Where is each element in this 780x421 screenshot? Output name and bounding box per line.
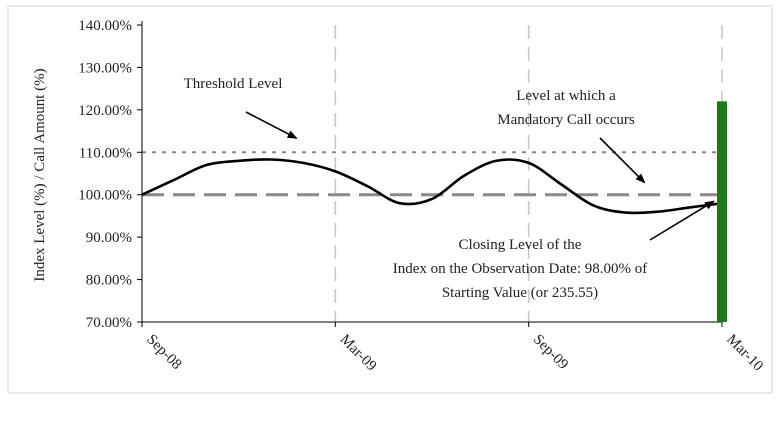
y-tick-label: 120.00% (78, 103, 132, 119)
annotation-text: Starting Value (or 235.55) (442, 285, 598, 301)
annotation-text: Level at which a (516, 88, 616, 104)
y-tick-label: 80.00% (86, 273, 132, 289)
bars-layer (717, 101, 727, 322)
reference-lines-layer (142, 151, 722, 197)
annotation-text: Threshold Level (184, 76, 283, 92)
index-level-series-line (141, 158, 723, 215)
y-tick-label: 100.00% (78, 188, 132, 204)
y-tick-label: 140.00% (78, 18, 132, 34)
y-axis-title: Index Level (%) / Call Amount (%) (32, 68, 48, 281)
axes-layer (137, 21, 723, 327)
annotation-arrow (245, 111, 298, 139)
annotation-arrow (649, 200, 715, 241)
annotation-text: Closing Level of the (459, 237, 582, 253)
y-tick-label: 70.00% (86, 315, 132, 331)
annotation-text: Mandatory Call occurs (497, 112, 635, 128)
annotations-layer: Threshold Level Level at which a Mandatory… (184, 76, 715, 301)
annotation-text: Index on the Observation Date: 98.00% of (393, 261, 648, 277)
y-tick-label: 110.00% (79, 145, 132, 161)
y-tick-label: 90.00% (86, 230, 132, 246)
series-layer (141, 158, 723, 215)
y-tick-label: 130.00% (78, 60, 132, 76)
annotation-arrow (599, 137, 646, 184)
call-amount-bar (717, 101, 727, 322)
